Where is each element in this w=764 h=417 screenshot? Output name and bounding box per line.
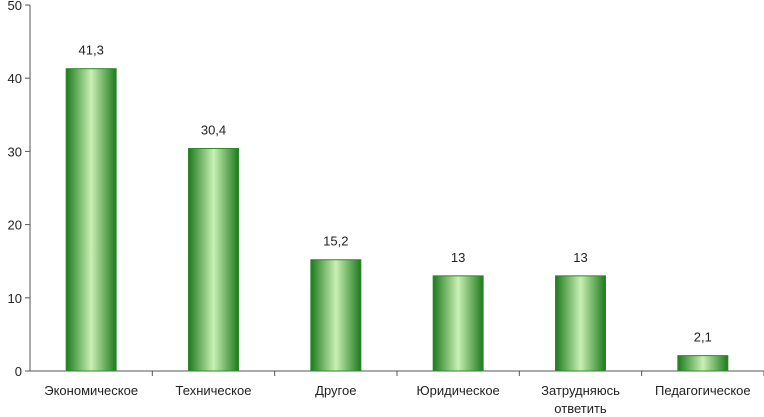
data-label: 41,3 <box>79 43 104 58</box>
y-tick-label: 50 <box>8 0 22 13</box>
category-label: Экономическое <box>44 383 138 398</box>
y-tick-label: 0 <box>15 364 22 379</box>
y-tick-label: 20 <box>8 218 22 233</box>
category-label: Затрудняюсь <box>541 383 620 398</box>
bar <box>677 355 729 372</box>
bar <box>310 259 362 372</box>
bar <box>432 275 484 372</box>
bar <box>65 68 117 372</box>
category-label: Техническое <box>176 383 252 398</box>
bar <box>555 275 606 372</box>
category-label: ответить <box>554 401 607 416</box>
y-tick-label: 10 <box>8 291 22 306</box>
y-tick-label: 30 <box>8 144 22 159</box>
axes: 0 10 20 30 40 50 <box>8 0 764 379</box>
bar <box>188 147 239 372</box>
category-label: Педагогическое <box>655 383 751 398</box>
data-label: 13 <box>573 250 587 265</box>
category-label: Другое <box>315 383 356 398</box>
y-tick-label: 40 <box>8 71 22 86</box>
data-label: 30,4 <box>201 122 226 137</box>
category-label: Юридическое <box>417 383 500 398</box>
bars <box>65 68 729 372</box>
data-label: 2,1 <box>694 330 712 345</box>
data-label: 15,2 <box>323 234 348 249</box>
labels: 41,3 Экономическое 30,4 Техническое 15,2 Друг… <box>44 43 750 416</box>
data-label: 13 <box>451 250 465 265</box>
